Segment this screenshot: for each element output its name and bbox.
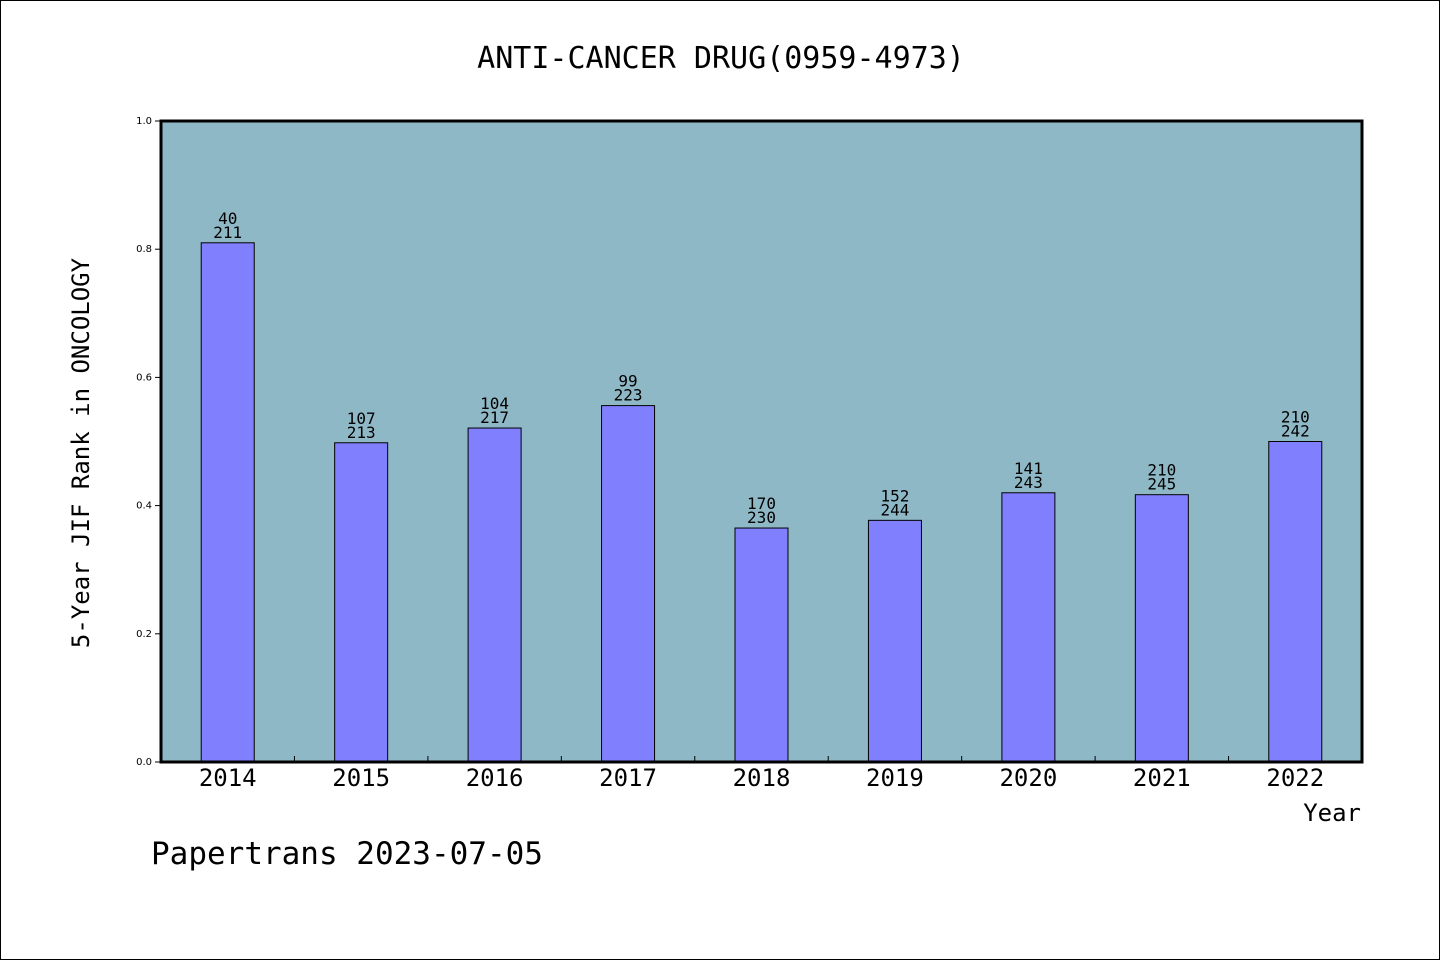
bar-rank-label-2022: 210 (1281, 408, 1310, 427)
bar-rank-label-2015: 107 (347, 409, 376, 428)
bar-rank-label-2021: 210 (1147, 461, 1176, 480)
x-tick-label-2019: 2019 (866, 764, 924, 792)
x-tick-label-2022: 2022 (1266, 764, 1324, 792)
y-tick-label: 0.0 (136, 757, 152, 768)
bar-2021 (1134, 494, 1189, 763)
plot-frame (159, 119, 1364, 764)
bar-rank-label-2016: 104 (480, 394, 509, 413)
y-tick-label: 0.6 (136, 372, 152, 383)
bar-2018 (734, 527, 789, 763)
bar-2015 (334, 442, 389, 763)
x-tick-label-2021: 2021 (1133, 764, 1191, 792)
bar-total-label-2018: 230 (747, 508, 776, 527)
bar-total-label-2016: 217 (480, 408, 509, 427)
bar-2022 (1268, 441, 1323, 763)
bar-total-label-2022: 242 (1281, 422, 1310, 441)
x-tick-label-2020: 2020 (999, 764, 1057, 792)
x-axis-label: Year (1303, 799, 1361, 827)
bar-total-label-2017: 223 (614, 386, 643, 405)
chart-title: ANTI-CANCER DRUG(0959-4973) (477, 41, 965, 76)
x-tick-label-2016: 2016 (466, 764, 524, 792)
bar-rank-label-2014: 40 (218, 209, 237, 228)
bar-total-label-2019: 244 (880, 500, 909, 519)
bar-total-label-2020: 243 (1014, 473, 1043, 492)
bar-rank-label-2020: 141 (1014, 459, 1043, 478)
bar-2019 (867, 519, 922, 763)
bar-total-label-2014: 211 (213, 223, 242, 242)
bar-rank-label-2018: 170 (747, 494, 776, 513)
y-axis-label: 5-Year JIF Rank in ONCOLOGY (67, 257, 95, 648)
x-tick-label-2014: 2014 (199, 764, 257, 792)
x-tick-label-2015: 2015 (332, 764, 390, 792)
bar-2020 (1001, 492, 1056, 763)
y-tick-label: 0.2 (136, 629, 152, 640)
footer-note: Papertrans 2023-07-05 (151, 836, 543, 872)
x-tick-label-2017: 2017 (599, 764, 657, 792)
y-tick-label: 1.0 (136, 116, 152, 127)
x-tick-label-2018: 2018 (733, 764, 791, 792)
y-tick-label: 0.8 (136, 244, 152, 255)
bar-2017 (601, 405, 656, 763)
bar-2016 (467, 427, 522, 763)
bar-total-label-2021: 245 (1147, 475, 1176, 494)
bar-total-label-2015: 213 (347, 423, 376, 442)
bar-2014 (200, 242, 255, 763)
bar-rank-label-2019: 152 (880, 486, 909, 505)
bar-rank-label-2017: 99 (618, 372, 637, 391)
y-tick-label: 0.4 (136, 501, 152, 512)
